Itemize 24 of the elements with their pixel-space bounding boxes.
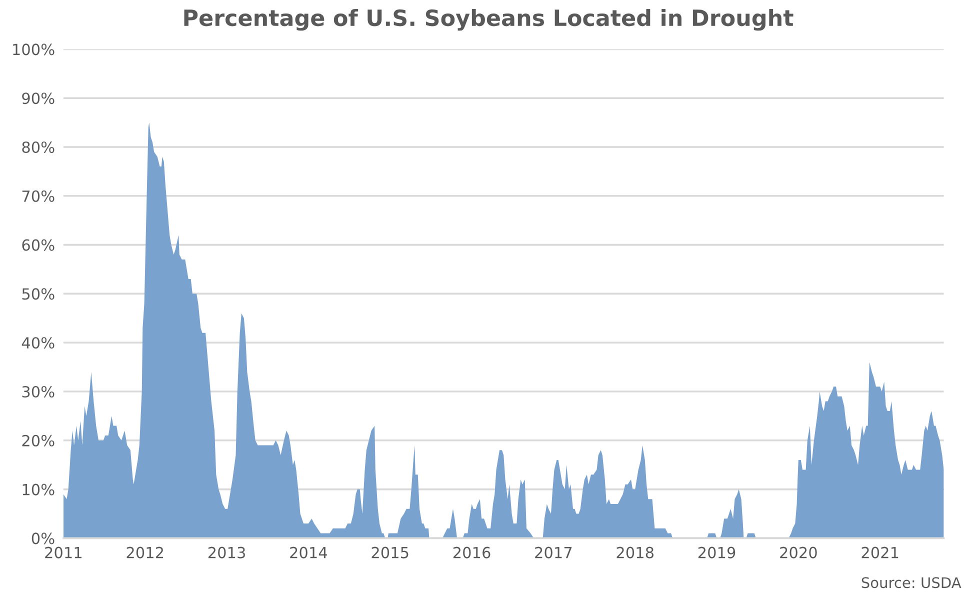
y-tick-label: 100% (13, 44, 54, 56)
y-tick-label: 80% (22, 141, 54, 154)
x-tick-label: 2016 (453, 546, 490, 558)
x-tick-label: 2018 (616, 546, 654, 558)
x-tick-label: 2019 (698, 546, 736, 558)
y-tick-label: 10% (22, 484, 54, 496)
x-tick-label: 2013 (208, 546, 245, 558)
y-tick-label: 20% (22, 434, 54, 446)
y-tick-label: 90% (22, 92, 54, 104)
x-tick-label: 2014 (290, 546, 328, 558)
x-tick-label: 2017 (535, 546, 572, 558)
x-tick-label: 2011 (45, 546, 82, 558)
y-tick-label: 50% (22, 288, 54, 300)
x-tick-label: 2012 (126, 546, 164, 558)
source-note: Source: USDA (862, 577, 962, 588)
x-tick-label: 2021 (862, 546, 898, 558)
y-tick-label: 30% (22, 386, 54, 398)
y-tick-label: 40% (22, 337, 54, 349)
chart-title: Percentage of U.S. Soybeans Located in Drought (184, 9, 794, 31)
y-tick-label: 70% (22, 190, 54, 202)
y-tick-label: 60% (22, 239, 54, 251)
y-tick-label: 0% (32, 532, 54, 544)
x-tick-label: 2015 (372, 546, 408, 558)
x-tick-label: 2020 (780, 546, 817, 558)
